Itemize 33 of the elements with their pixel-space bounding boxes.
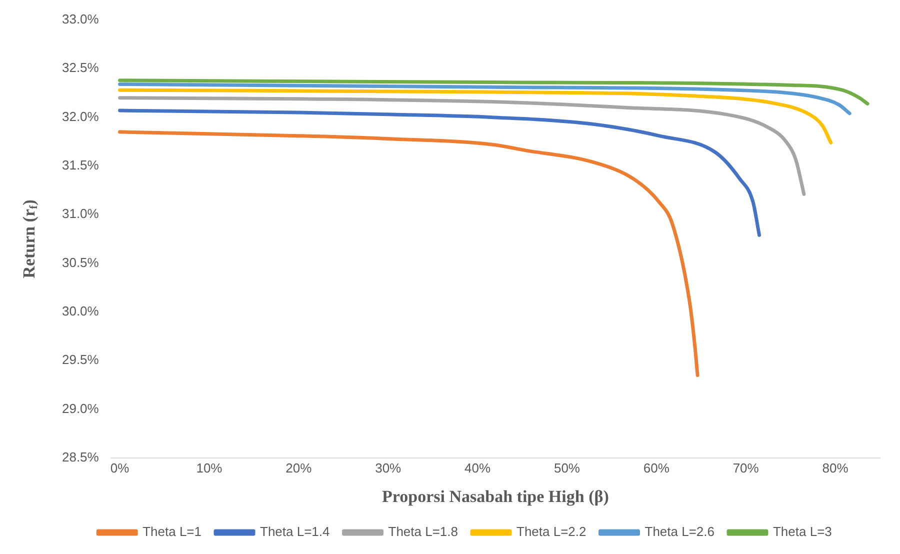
y-tick-label: 30.0% [62, 304, 100, 319]
y-axis-title: Return (rf) [19, 200, 40, 278]
y-tick-label: 31.0% [62, 206, 100, 222]
line-series [118, 96, 806, 196]
y-tick-label: 29.0% [62, 400, 100, 416]
y-tick-label: 32.0% [62, 108, 100, 124]
legend-label: Theta L=3 [772, 524, 832, 540]
x-tick-label: 30% [375, 460, 402, 476]
x-tick-label: 0% [110, 460, 130, 476]
legend-label: Theta L=2.2 [516, 524, 586, 540]
x-tick-label: 20% [286, 460, 312, 476]
legend-label: Theta L=1 [142, 524, 202, 540]
y-tick-label: 29.5% [62, 352, 100, 368]
legend-label: Theta L=1.8 [388, 524, 458, 540]
x-tick-label: 60% [643, 460, 670, 476]
legend-label: Theta L=1.4 [260, 524, 330, 540]
y-tick-label: 28.5% [62, 450, 100, 465]
x-tick-label: 40% [464, 460, 491, 476]
y-tick-label: 30.5% [62, 254, 100, 270]
line-series [118, 130, 700, 378]
x-tick-label: 70% [732, 460, 760, 476]
line-series [118, 82, 852, 116]
x-axis-title: Proporsi Nasabah tipe High (β) [382, 487, 609, 506]
line-series [118, 108, 762, 237]
x-tick-label: 50% [554, 460, 580, 476]
x-tick-label: 80% [822, 460, 849, 476]
y-tick-label: 31.5% [62, 158, 100, 173]
x-tick-label: 10% [196, 460, 223, 476]
legend-label: Theta L=2.6 [644, 524, 714, 540]
y-tick-label: 32.5% [62, 60, 100, 76]
y-tick-label: 33.0% [62, 12, 100, 27]
line-series [118, 78, 870, 106]
line-series [118, 88, 833, 144]
